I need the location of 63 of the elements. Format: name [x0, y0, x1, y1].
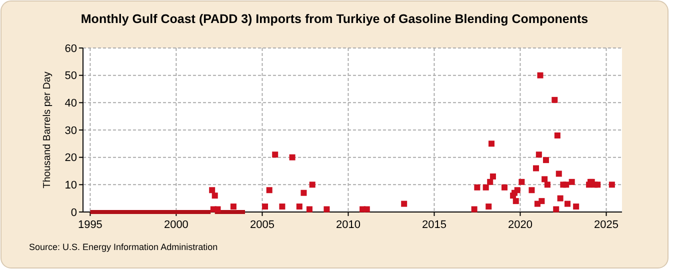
point [364, 206, 370, 212]
point [542, 157, 549, 164]
point [209, 187, 216, 194]
point [518, 178, 525, 185]
point [533, 165, 540, 172]
x-tick-label: 2020 [508, 219, 532, 231]
x-tick-label: 2010 [336, 219, 360, 231]
point [401, 200, 408, 207]
y-tick-label: 40 [64, 98, 77, 110]
point [487, 178, 494, 185]
point [279, 204, 286, 210]
point [542, 176, 548, 182]
point [568, 178, 575, 185]
y-tick-label: 20 [64, 152, 77, 164]
point [230, 204, 236, 210]
y-tick-label: 30 [64, 124, 77, 137]
y-tick-label: 10 [64, 180, 77, 192]
point [564, 200, 571, 207]
point [537, 72, 544, 78]
point [490, 173, 496, 180]
point [272, 152, 278, 158]
point [324, 206, 330, 212]
point [474, 184, 480, 190]
x-tick-label: 2005 [250, 219, 274, 231]
point [552, 96, 558, 103]
point [300, 190, 307, 196]
point [544, 182, 550, 188]
point [309, 182, 316, 188]
point [554, 132, 560, 138]
y-axis-title: Thousand Barrels per Day [42, 72, 53, 188]
point [306, 206, 312, 212]
y-tick-label: 0 [70, 206, 77, 219]
point [553, 206, 560, 212]
point [563, 182, 570, 188]
point [471, 206, 478, 212]
point [573, 204, 580, 210]
point [538, 198, 545, 204]
point [512, 198, 519, 204]
point [214, 206, 221, 212]
point [536, 152, 542, 158]
point [608, 182, 615, 188]
point [502, 184, 508, 190]
x-tick-label: 2000 [164, 219, 188, 231]
point [556, 170, 562, 177]
x-tick-label: 1995 [78, 219, 102, 231]
point [289, 154, 296, 160]
point [296, 204, 302, 210]
point [528, 187, 535, 194]
chart-title: Monthly Gulf Coast (PADD 3) Imports from Turkiye of Gasoline Blending Components [80, 12, 588, 26]
point [266, 187, 272, 194]
point [557, 195, 564, 202]
point [514, 187, 520, 194]
point [594, 182, 601, 188]
y-tick-label: 60 [64, 42, 77, 55]
point [262, 204, 268, 210]
point [482, 184, 489, 190]
point [486, 204, 492, 210]
point [488, 140, 494, 147]
y-tick-label: 50 [64, 70, 77, 82]
x-tick-label: 2025 [594, 219, 619, 231]
point [212, 192, 218, 199]
x-tick-label: 2015 [422, 219, 446, 231]
source-note: Source: U.S. Energy Information Administration [29, 242, 218, 252]
